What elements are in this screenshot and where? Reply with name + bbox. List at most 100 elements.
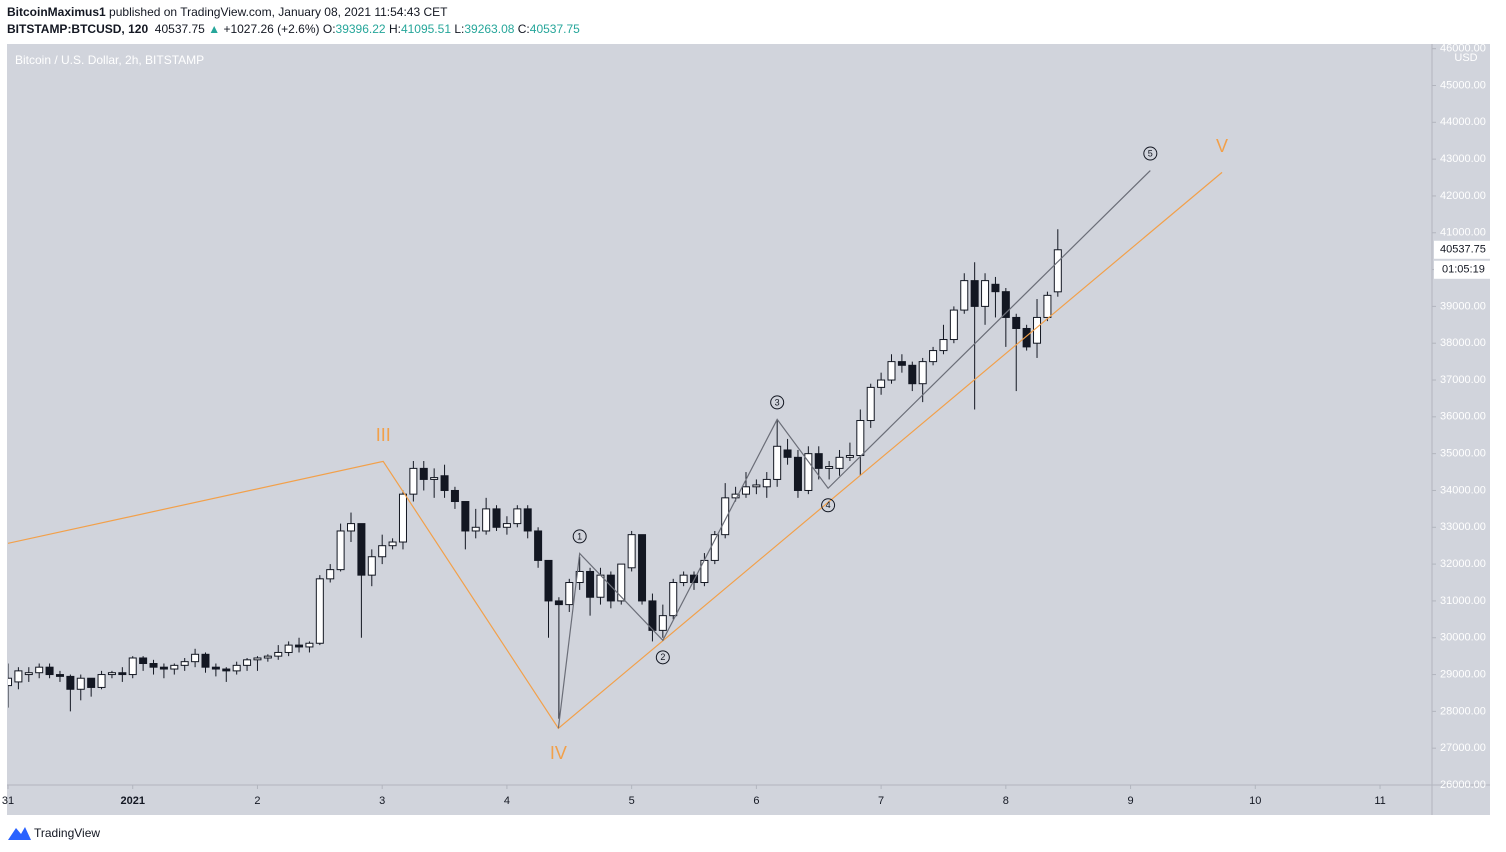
candle-body [1022, 327, 1031, 348]
y-tick-label: 42000.00 [1440, 190, 1486, 202]
last-price-label: 40537.75 [1440, 244, 1486, 256]
x-tick-label: 4 [504, 795, 510, 807]
candle-body [461, 501, 470, 532]
candle-body [492, 508, 501, 528]
candle-body [502, 523, 511, 528]
x-tick-label: 6 [753, 795, 759, 807]
candle-body [544, 559, 553, 602]
candle-body [87, 677, 96, 688]
candle-body [170, 664, 179, 670]
candle-body [970, 280, 979, 307]
candle-body [263, 655, 272, 659]
candle-body [586, 570, 595, 598]
candle-body [398, 493, 407, 543]
wave-label-circle [572, 529, 587, 544]
candle-body [534, 530, 543, 561]
countdown-box [1434, 260, 1494, 279]
wave-line [8, 171, 1223, 730]
candle-body [981, 280, 990, 307]
y-tick-label: 45000.00 [1440, 79, 1486, 91]
y-tick-label: 30000.00 [1440, 632, 1486, 644]
candle-body [804, 453, 813, 491]
y-tick-label: 33000.00 [1440, 521, 1486, 533]
candle-body [669, 582, 678, 617]
ohlc-2-value: 39263.08 [464, 22, 515, 36]
publish-line: BitcoinMaximus1 published on TradingView… [7, 5, 448, 19]
wave-label: 2 [660, 652, 665, 662]
candle-body [658, 615, 667, 631]
candle-body [856, 420, 865, 456]
candle-body [949, 309, 958, 341]
wave-label: IV [550, 743, 567, 763]
candle-body [357, 523, 366, 576]
wave-label-circle [821, 498, 836, 513]
candle-body [128, 657, 137, 676]
y-tick-label: 39000.00 [1440, 300, 1486, 312]
wave-label: 1 [577, 531, 582, 541]
x-tick-label: 11 [1374, 795, 1385, 807]
arrow: ▲ [208, 22, 221, 36]
y-tick-label: 44000.00 [1440, 116, 1486, 128]
candle-body [814, 453, 823, 469]
wave-label: III [376, 425, 391, 445]
y-tick-label: 41000.00 [1440, 227, 1486, 239]
wave-line [557, 170, 1151, 729]
candle-body [66, 675, 75, 690]
brand[interactable]: TradingView [34, 826, 100, 840]
candle-body [783, 449, 792, 458]
logo-icon [8, 827, 31, 840]
plot: III IV V 1 2 3 4 5 [8, 136, 1228, 763]
candle-body [825, 466, 834, 469]
candle-body [741, 486, 750, 495]
candle-body [877, 379, 886, 388]
x-tick-label: 2021 [120, 795, 144, 807]
y-tick-label: 27000.00 [1440, 742, 1486, 754]
author[interactable]: BitcoinMaximus1 [7, 5, 106, 19]
wave-label: 5 [1148, 148, 1153, 158]
ohlc-2-label: L: [454, 22, 465, 36]
candle-body [908, 364, 917, 385]
candle-body [305, 642, 314, 648]
y-tick-label: 26000.00 [1440, 779, 1486, 791]
candle-body [1053, 249, 1062, 293]
candle-body [929, 350, 938, 363]
candle-body [710, 534, 719, 561]
chart-background [7, 44, 1490, 815]
candle-body [347, 523, 356, 532]
candle-body [14, 670, 23, 683]
candle-body [679, 574, 688, 584]
y-tick-label: 35000.00 [1440, 448, 1486, 460]
quote-line: BITSTAMP:BTCUSD, 120 40537.75 ▲ +1027.26… [7, 22, 580, 36]
y-tick-label: 46000.00 [1440, 43, 1486, 55]
candle-body [118, 672, 127, 676]
candle-body [24, 672, 33, 676]
y-tick-label: 31000.00 [1440, 595, 1486, 607]
candle-body [8, 677, 12, 687]
candle-body [565, 582, 574, 606]
candle-body [793, 456, 802, 491]
x-tick-label: 5 [629, 795, 635, 807]
ohlc-3-value: 40537.75 [529, 22, 580, 36]
candle-body [575, 570, 584, 584]
candle-body [773, 445, 782, 480]
candle-body [991, 283, 1000, 293]
candle-body [752, 484, 761, 488]
y-tick-label: 43000.00 [1440, 153, 1486, 165]
ohlc-1-value: 41095.51 [400, 22, 451, 36]
candle-body [97, 674, 106, 688]
candle-body [378, 545, 387, 558]
x-tick-label: 31 [2, 795, 14, 807]
published: published on TradingView.com, January 08… [109, 5, 448, 19]
chart-title: Bitcoin / U.S. Dollar, 2h, BITSTAMP [15, 53, 204, 67]
y-tick-label: 38000.00 [1440, 337, 1486, 349]
candle-body [887, 361, 896, 381]
candle-body [440, 475, 449, 491]
x-tick-label: 9 [1128, 795, 1134, 807]
wave-label: V [1216, 136, 1228, 156]
candle-body [326, 569, 335, 580]
y-tick-label: 28000.00 [1440, 705, 1486, 717]
footer-logo[interactable]: TradingView [8, 826, 100, 840]
candle-body [1043, 294, 1052, 318]
y-tick-label: 34000.00 [1440, 484, 1486, 496]
